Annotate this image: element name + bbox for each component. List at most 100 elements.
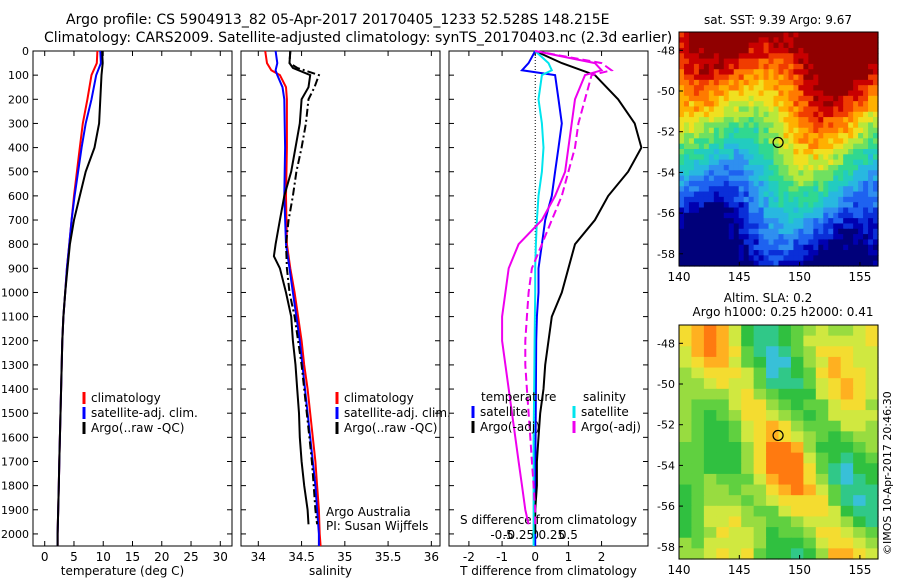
sla-map-cell <box>815 463 829 475</box>
sst-map-cell <box>738 244 745 251</box>
sst-map-cell <box>828 186 834 193</box>
sst-map-cell <box>758 47 765 54</box>
sst-map-cell <box>848 138 854 145</box>
sst-map-cell <box>838 154 844 161</box>
sst-map-cell <box>838 180 844 187</box>
sst-map-cell <box>713 101 720 108</box>
sla-map-cell <box>815 505 829 518</box>
sst-map-cell <box>788 37 795 44</box>
sst-map-cell <box>778 95 785 102</box>
sst-map-cell <box>683 180 690 187</box>
sst-map-cell <box>753 180 760 187</box>
sst-map-cell <box>853 223 859 230</box>
sst-map-cell <box>863 106 869 113</box>
sla-map-cell <box>778 325 792 337</box>
sst-map-cell <box>853 159 859 166</box>
sst-map-cell <box>683 260 690 267</box>
sst-map-cell <box>863 74 869 81</box>
sst-map-cell <box>828 212 834 219</box>
sla-map-cell <box>716 505 730 518</box>
sst-map-cell <box>703 90 710 97</box>
sst-map-cell <box>753 191 760 198</box>
temperature-legend-item-label: satellite-adj. clim. <box>91 406 198 420</box>
sst-map-cell <box>868 234 874 241</box>
sst-map-cell <box>808 127 814 134</box>
sst-map-cell <box>873 53 879 60</box>
sst-map-cell <box>683 154 690 161</box>
sst-map-cell <box>763 154 770 161</box>
sla-map-cell <box>703 537 717 549</box>
sla-map-cell <box>853 442 867 454</box>
sst-map-cell <box>813 228 819 235</box>
sst-map-cell <box>743 239 750 246</box>
sst-map-cell <box>708 239 715 246</box>
sst-map-cell <box>778 159 785 166</box>
sst-map-cell <box>828 85 834 92</box>
sst-map-cell <box>838 164 844 171</box>
sst-map-cell <box>718 106 725 113</box>
sst-map-cell <box>748 111 755 118</box>
sst-map-cell <box>683 202 690 209</box>
sst-map-cell <box>743 255 750 262</box>
sla-map-ytick-label: -58 <box>657 541 675 554</box>
sst-map-cell <box>693 37 700 44</box>
sst-map-cell <box>688 239 695 246</box>
sst-map-cell <box>808 228 814 235</box>
sst-map-cell <box>783 58 790 65</box>
sla-map-cell <box>790 463 804 475</box>
sst-map-cell <box>848 250 854 256</box>
sla-map-cell <box>766 527 780 539</box>
sla-map-cell <box>728 495 742 507</box>
sst-map-cell <box>858 42 864 49</box>
sst-map-cell <box>688 250 695 256</box>
sst-map-cell <box>858 228 864 235</box>
sst-map-cell <box>818 47 824 54</box>
sst-map-cell <box>753 79 760 86</box>
sst-map-cell <box>833 186 839 193</box>
sst-map-cell <box>778 47 785 54</box>
sst-map-cell <box>818 234 824 241</box>
sst-map-cell <box>778 234 785 241</box>
sst-map-cell <box>788 53 795 60</box>
sst-map-cell <box>818 122 824 129</box>
sla-map-cell <box>840 356 854 369</box>
sst-map-cell <box>853 32 859 38</box>
sla-map-cell <box>828 399 842 411</box>
sst-map-cell <box>738 42 745 49</box>
sst-map-cell <box>798 133 804 139</box>
sst-map-cell <box>858 212 864 219</box>
sst-map-cell <box>688 260 695 267</box>
sst-map-cell <box>823 95 829 102</box>
sst-map-cell <box>833 191 839 198</box>
sla-map-cell <box>828 495 842 507</box>
sst-map-cell <box>723 196 730 203</box>
depth-tick-label: 1200 <box>1 335 29 348</box>
sst-map-cell <box>798 32 804 38</box>
sst-map-cell <box>773 255 780 262</box>
sst-map-cell <box>788 180 795 187</box>
sst-map-cell <box>723 106 730 113</box>
sst-map-cell <box>773 234 780 241</box>
sst-map-cell <box>703 58 710 65</box>
sst-map-cell <box>723 170 730 177</box>
sst-map-cell <box>873 180 879 187</box>
sla-map-cell <box>766 537 780 549</box>
sst-map-cell <box>813 212 819 219</box>
sla-map-cell <box>790 325 804 337</box>
sst-map-cell <box>743 234 750 241</box>
depth-tick-label: 700 <box>8 214 29 227</box>
sst-map-cell <box>713 154 720 161</box>
sst-map-cell <box>773 79 780 86</box>
sst-map-cell <box>788 234 795 241</box>
sst-map-cell <box>748 186 755 193</box>
sst-map-cell <box>778 58 785 65</box>
sst-map-cell <box>758 127 765 134</box>
sst-map-cell <box>853 74 859 81</box>
sla-map-cell <box>778 473 792 486</box>
sst-map-cell <box>793 154 799 161</box>
sst-map-cell <box>833 101 839 108</box>
sst-map-cell <box>858 196 864 203</box>
sst-map-cell <box>748 154 755 161</box>
sst-map-cell <box>793 164 799 171</box>
sst-map-cell <box>723 223 730 230</box>
